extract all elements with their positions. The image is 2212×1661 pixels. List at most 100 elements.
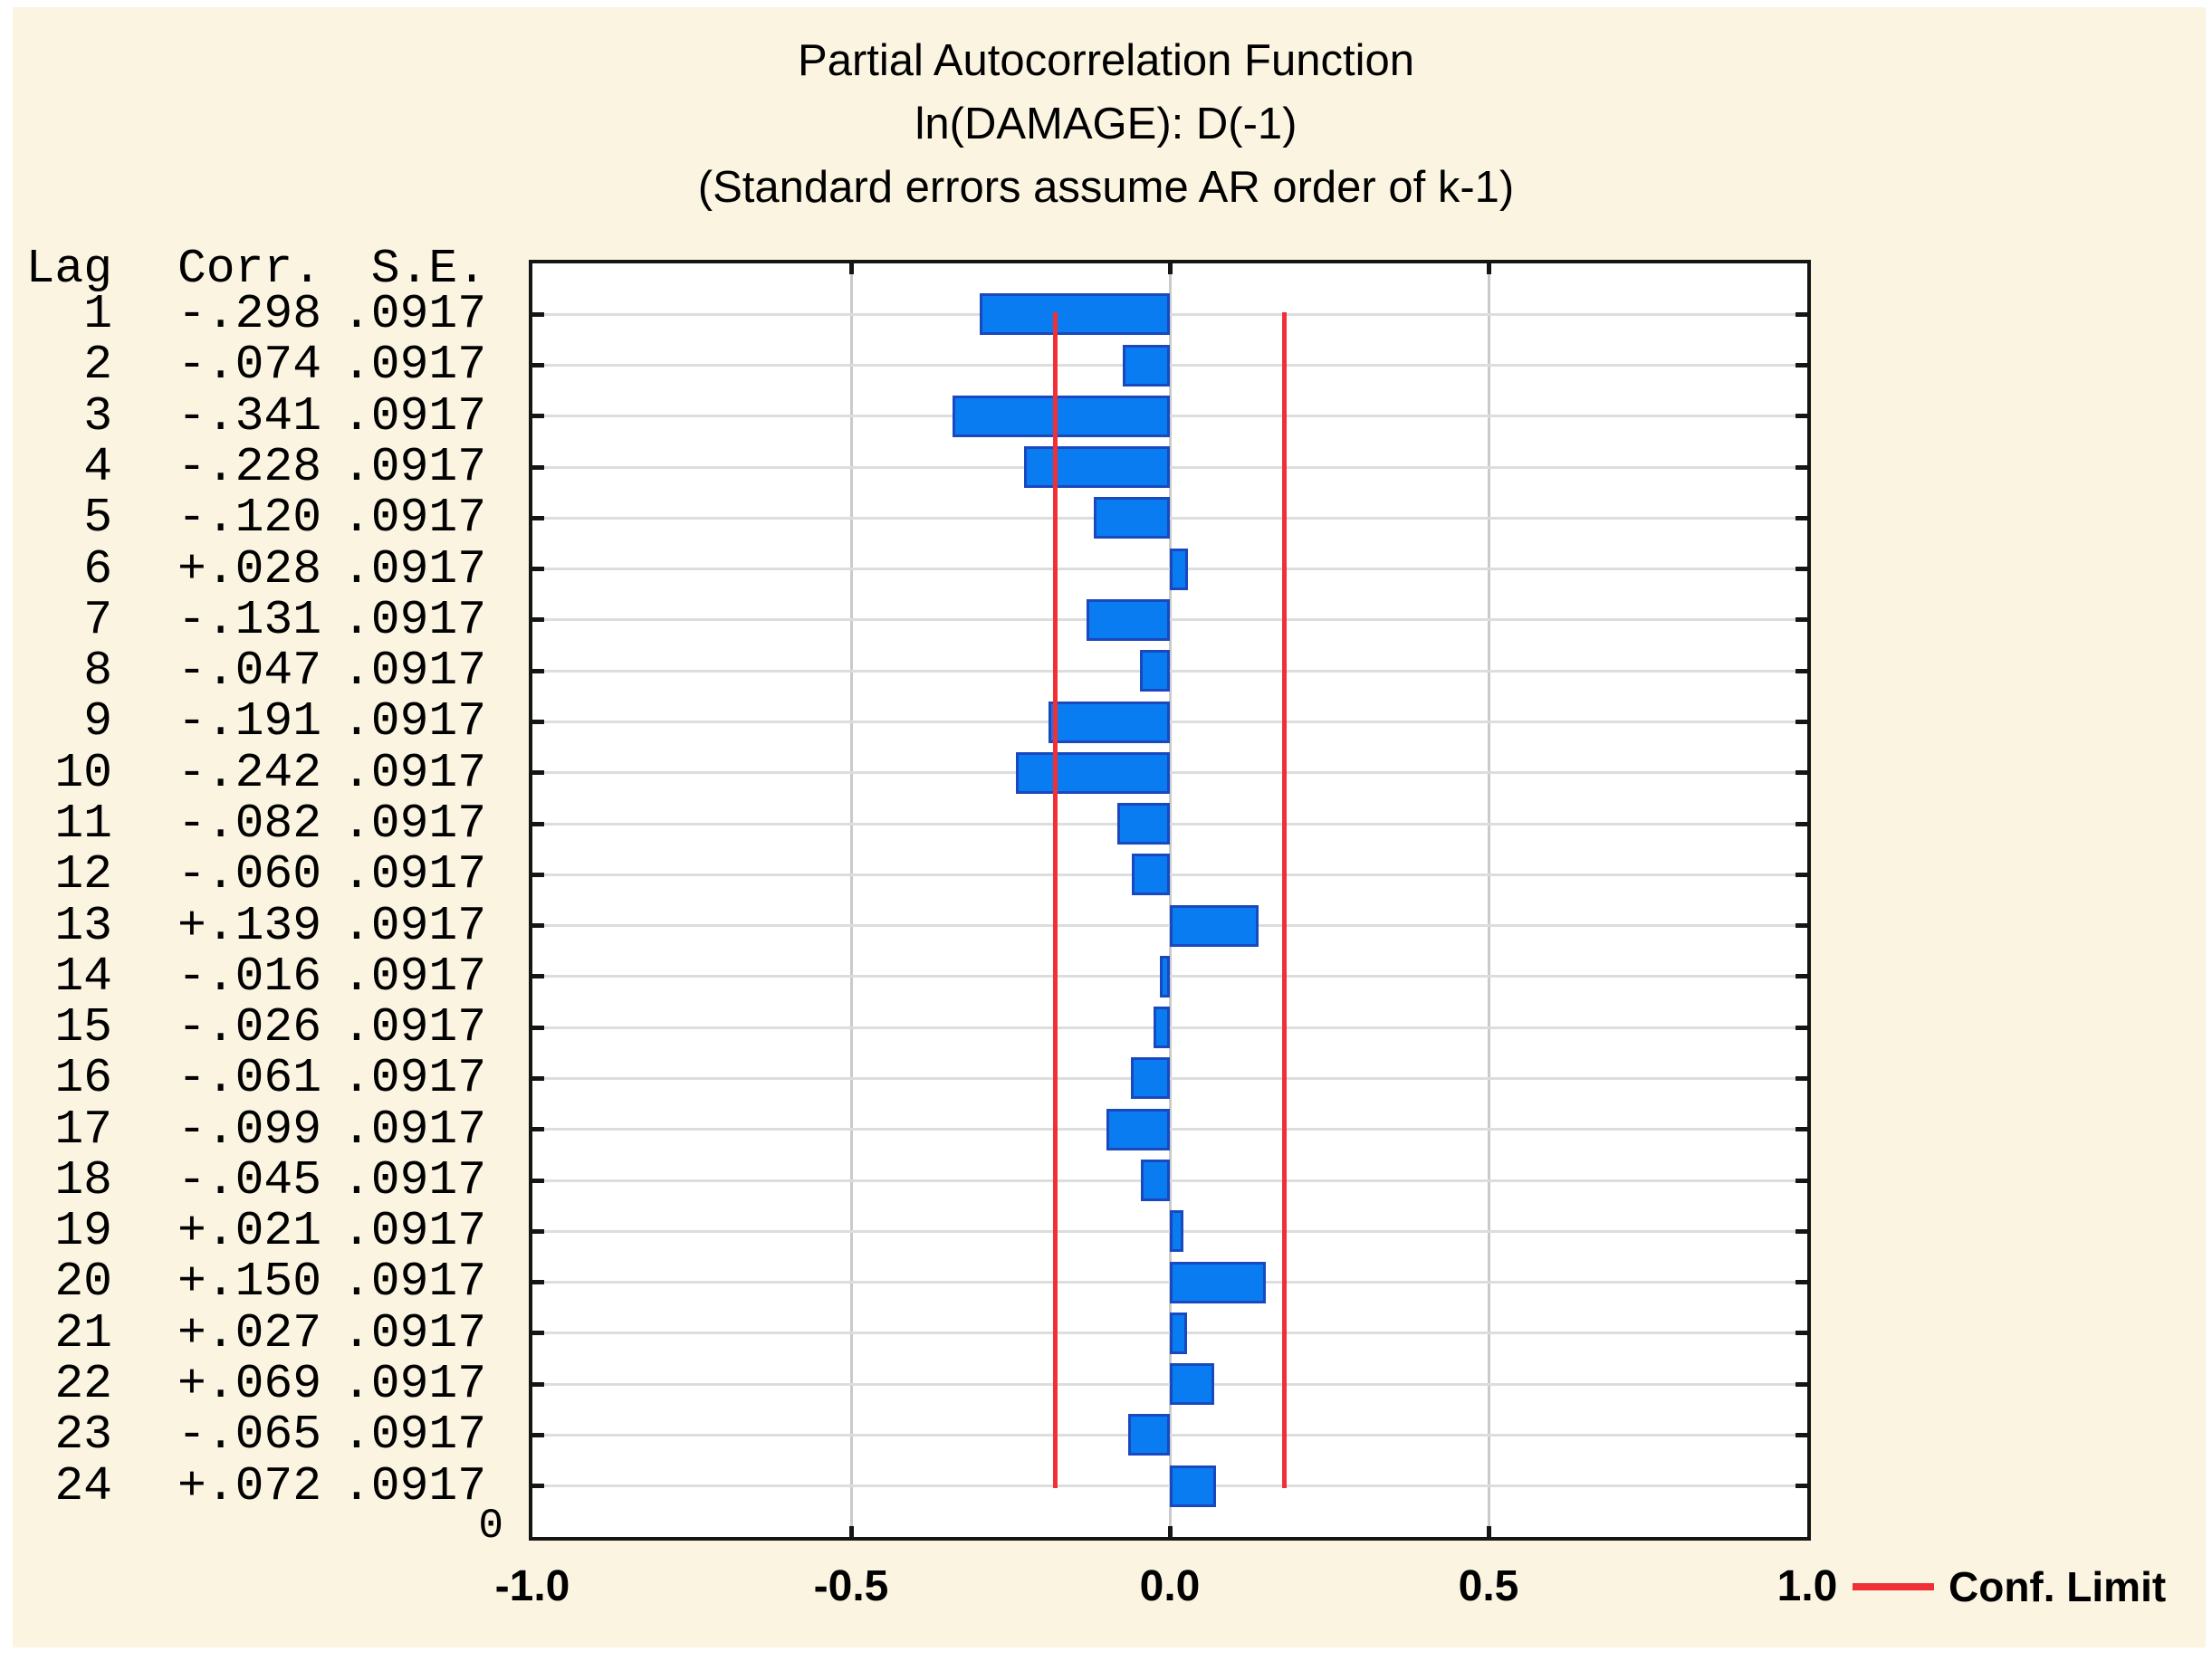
lag-value: 24 xyxy=(54,1458,112,1513)
se-value: .0917 xyxy=(341,1152,486,1208)
left-axis-tick xyxy=(532,515,544,520)
left-axis-tick xyxy=(532,872,544,877)
conf-limit-line-right xyxy=(1282,312,1287,1488)
pacf-bar-lag-18 xyxy=(1141,1160,1170,1202)
pacf-bar-lag-20 xyxy=(1170,1261,1266,1303)
x-axis-tick-label: 1.0 xyxy=(1776,1562,1838,1610)
lag-value: 8 xyxy=(83,644,112,699)
vertical-gridline xyxy=(1487,263,1490,1537)
right-axis-tick xyxy=(1795,617,1807,623)
right-axis-tick xyxy=(1795,1025,1807,1030)
pacf-bar-lag-23 xyxy=(1128,1414,1170,1456)
top-axis-tick xyxy=(1486,263,1491,274)
corr-value: -.016 xyxy=(177,949,321,1004)
corr-value: -.065 xyxy=(177,1408,321,1463)
right-axis-tick xyxy=(1795,1381,1807,1387)
left-axis-tick xyxy=(532,567,544,572)
corr-value: -.074 xyxy=(177,338,321,393)
lag-value: 2 xyxy=(83,338,112,393)
pacf-bar-lag-5 xyxy=(1093,497,1170,539)
pacf-bar-lag-11 xyxy=(1117,803,1170,845)
corr-value: -.131 xyxy=(177,592,321,647)
lag-gridline xyxy=(532,1128,1807,1131)
right-axis-tick xyxy=(1795,923,1807,929)
pacf-bar-lag-17 xyxy=(1106,1108,1170,1150)
corr-value: +.150 xyxy=(177,1255,321,1310)
lag-value: 1 xyxy=(83,287,112,342)
se-value: .0917 xyxy=(341,1408,486,1463)
lag-value: 22 xyxy=(54,1357,112,1412)
right-axis-tick xyxy=(1795,770,1807,776)
pacf-bar-lag-22 xyxy=(1170,1363,1214,1406)
se-value: .0917 xyxy=(341,1051,486,1106)
se-value: .0917 xyxy=(341,694,486,749)
lag-gridline xyxy=(532,822,1807,826)
se-value: .0917 xyxy=(341,491,486,546)
corr-value: -.228 xyxy=(177,439,321,494)
right-axis-tick xyxy=(1795,974,1807,979)
corr-value: -.341 xyxy=(177,388,321,444)
left-axis-tick xyxy=(532,1484,544,1489)
pacf-bar-lag-14 xyxy=(1159,955,1170,998)
corr-value: -.026 xyxy=(177,1000,321,1055)
se-value: .0917 xyxy=(341,745,486,800)
lag-value: 9 xyxy=(83,694,112,749)
lag-gridline xyxy=(532,618,1807,622)
vertical-gridline xyxy=(849,263,853,1537)
right-axis-tick xyxy=(1795,821,1807,826)
corr-value: +.027 xyxy=(177,1305,321,1360)
left-axis-tick xyxy=(532,974,544,979)
left-axis-tick xyxy=(532,1178,544,1183)
lag-value: 20 xyxy=(54,1255,112,1310)
lag-gridline xyxy=(532,415,1807,418)
left-axis-tick xyxy=(532,464,544,470)
right-axis-tick xyxy=(1795,1127,1807,1132)
right-axis-tick xyxy=(1795,363,1807,368)
se-value: .0917 xyxy=(341,847,486,902)
lag-value: 3 xyxy=(83,388,112,444)
pacf-bar-lag-13 xyxy=(1170,904,1259,947)
pacf-bar-lag-9 xyxy=(1048,701,1170,743)
lag-gridline xyxy=(532,975,1807,978)
chart-subtitle: ln(DAMAGE): D(-1) xyxy=(914,100,1298,148)
right-axis-tick xyxy=(1795,720,1807,725)
pacf-bar-lag-10 xyxy=(1015,751,1170,794)
left-axis-tick xyxy=(532,1331,544,1336)
se-value: .0917 xyxy=(341,1458,486,1513)
corr-value: +.072 xyxy=(177,1458,321,1513)
corr-value: -.061 xyxy=(177,1051,321,1106)
se-value: .0917 xyxy=(341,592,486,647)
x-axis-tick-label: 0.0 xyxy=(1139,1562,1201,1610)
right-axis-tick xyxy=(1795,1228,1807,1234)
left-axis-tick xyxy=(532,720,544,725)
corr-value: -.047 xyxy=(177,644,321,699)
se-value: .0917 xyxy=(341,388,486,444)
chart-note: (Standard errors assume AR order of k-1) xyxy=(697,163,1515,212)
top-axis-tick xyxy=(1167,263,1173,274)
lag-value: 17 xyxy=(54,1102,112,1157)
pacf-bar-lag-16 xyxy=(1131,1057,1170,1100)
left-axis-tick xyxy=(532,1432,544,1437)
chart-title: Partial Autocorrelation Function xyxy=(798,36,1414,85)
lag-value: 11 xyxy=(54,796,112,851)
se-value: .0917 xyxy=(341,1255,486,1310)
corr-value: -.120 xyxy=(177,491,321,546)
lag-value: 6 xyxy=(83,541,112,597)
vertical-gridline xyxy=(1168,263,1172,1537)
right-axis-tick xyxy=(1795,1432,1807,1437)
right-axis-tick xyxy=(1795,311,1807,317)
lag-value: 13 xyxy=(54,898,112,953)
right-axis-tick xyxy=(1795,1075,1807,1081)
right-axis-tick xyxy=(1795,1484,1807,1489)
lag-gridline xyxy=(532,721,1807,724)
left-axis-tick xyxy=(532,668,544,673)
lag-value: 5 xyxy=(83,491,112,546)
se-value: .0917 xyxy=(341,338,486,393)
bottom-axis-tick xyxy=(1486,1526,1491,1537)
lag-value: 19 xyxy=(54,1204,112,1259)
right-axis-tick xyxy=(1795,668,1807,673)
pacf-bar-lag-7 xyxy=(1086,598,1170,641)
se-value: .0917 xyxy=(341,541,486,597)
lag-gridline xyxy=(532,465,1807,469)
corr-value: -.045 xyxy=(177,1152,321,1208)
